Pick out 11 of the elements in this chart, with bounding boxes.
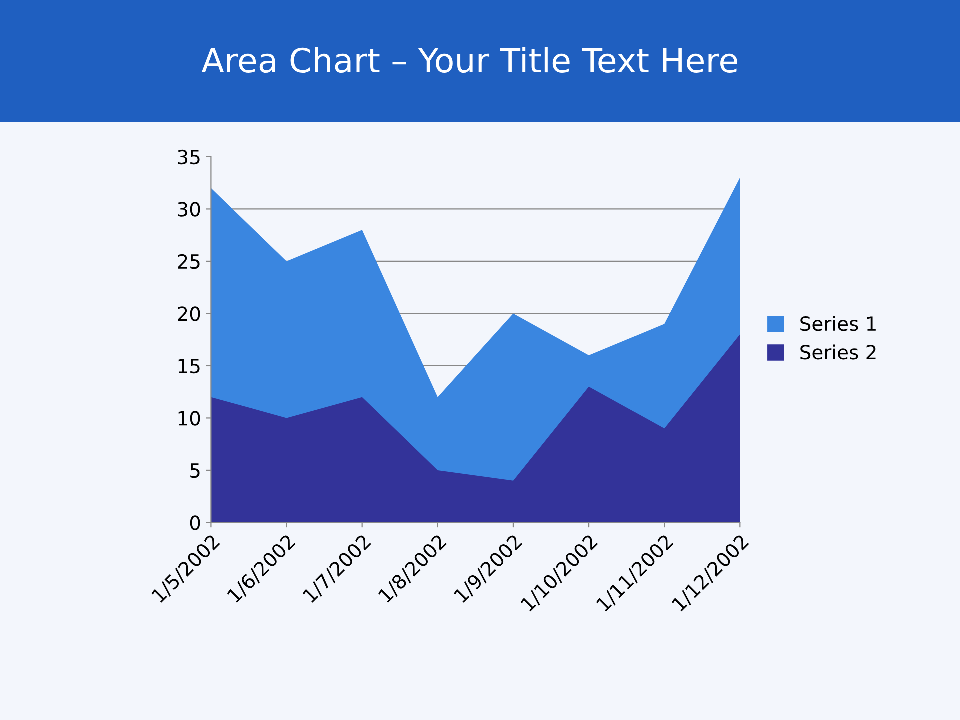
y-tick-label: 35 [178, 150, 200, 165]
y-tick-label: 5 [190, 464, 200, 478]
chart-title: Area Chart – Your Title Text Here [202, 47, 738, 74]
legend-label: Series 1 [800, 316, 876, 332]
y-tick-label: 0 [190, 516, 200, 530]
y-tick-label: 10 [178, 411, 200, 426]
y-tick-label: 20 [178, 306, 200, 322]
legend-label: Series 2 [800, 344, 876, 360]
y-tick-label: 25 [178, 254, 200, 270]
y-tick-label: 15 [178, 359, 200, 374]
y-tick-label: 30 [178, 202, 200, 217]
